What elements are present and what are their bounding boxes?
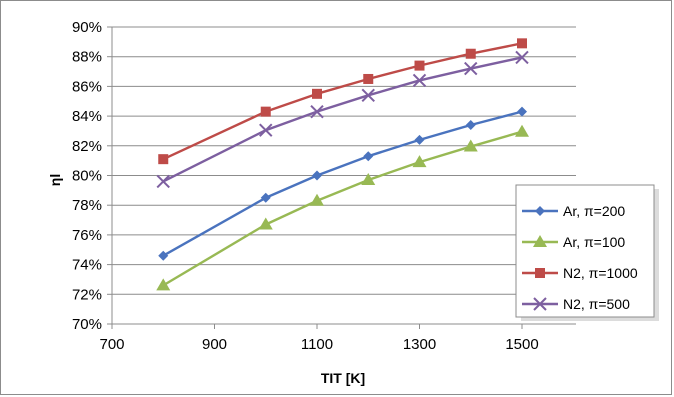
series-layer [156, 38, 529, 291]
data-point [517, 38, 527, 49]
series-4 [156, 50, 529, 189]
data-point [361, 88, 375, 103]
legend-item-1: Ar, π=200 [522, 203, 625, 219]
x-axis-title: TIT [K] [321, 370, 365, 386]
series-1 [158, 106, 527, 261]
y-tick-label: 74% [72, 257, 102, 274]
y-tick-label: 80% [72, 168, 102, 185]
legend-marker [535, 206, 545, 216]
legend-marker [535, 268, 545, 278]
data-point [465, 120, 476, 131]
y-tick-label: 82% [72, 138, 102, 155]
data-point [517, 106, 527, 117]
legend-item-3: N2, π=1000 [522, 265, 638, 281]
y-tick-label: 88% [72, 49, 102, 66]
x-marker-stroke [361, 88, 375, 103]
data-point [310, 193, 324, 206]
x-marker-stroke [533, 297, 547, 311]
data-point [414, 134, 425, 145]
data-point [259, 123, 273, 137]
legend-item-4: N2, π=500 [522, 296, 630, 312]
data-point [463, 139, 478, 152]
x-marker-stroke [464, 61, 478, 76]
data-point [361, 172, 376, 185]
legend-label: N2, π=500 [563, 296, 630, 312]
data-point [515, 124, 529, 137]
data-point [156, 278, 171, 291]
data-point [258, 217, 273, 230]
x-marker-stroke [515, 50, 529, 65]
data-point [260, 192, 271, 203]
legend: Ar, π=200 Ar, π=100 N2, π=1000 N2, π=500 [515, 184, 659, 321]
data-point [158, 250, 169, 261]
y-tick-label: 90% [72, 19, 102, 36]
y-tick-label: 70% [72, 316, 102, 333]
data-point [260, 106, 271, 117]
x-marker-stroke [412, 73, 427, 88]
series-3 [158, 38, 527, 165]
axes: 70% 72% 74% 76% 78% 80% 82% 84% 86% 88% 90% 700 900 1… [72, 19, 576, 353]
y-tick-label: 86% [72, 78, 102, 95]
y-tick-label: 72% [72, 286, 102, 303]
y-tick-label: 78% [72, 197, 102, 214]
data-point [312, 88, 322, 99]
x-tick-label: 1300 [403, 336, 436, 353]
data-point [412, 73, 427, 88]
data-point [515, 50, 529, 65]
data-point [158, 154, 169, 165]
legend-label: Ar, π=200 [563, 203, 625, 219]
y-axis-title: ηl [47, 174, 63, 186]
data-point [414, 60, 425, 71]
series-2 [156, 124, 529, 291]
data-point [412, 155, 427, 168]
legend-marker [533, 297, 547, 311]
data-point [312, 170, 322, 181]
legend-label: N2, π=1000 [563, 265, 638, 281]
x-tick-label: 900 [202, 336, 227, 353]
y-tick-label: 84% [72, 108, 102, 125]
grid-lines [112, 26, 576, 295]
x-marker-stroke [156, 174, 170, 189]
data-point [310, 104, 324, 119]
x-tick-label: 1500 [505, 336, 538, 353]
y-tick-label: 76% [72, 227, 102, 244]
data-point [363, 151, 374, 162]
data-point [363, 73, 374, 84]
series-line [162, 42, 523, 161]
legend-marker [533, 235, 547, 247]
data-point [464, 61, 478, 76]
legend-item-2: Ar, π=100 [522, 234, 625, 250]
series-line [162, 56, 523, 183]
legend-label: Ar, π=100 [563, 234, 625, 250]
x-marker-stroke [310, 104, 324, 119]
data-point [156, 174, 170, 189]
x-tick-label: 1100 [301, 336, 333, 353]
data-point [465, 48, 476, 59]
x-marker-stroke [259, 123, 273, 137]
x-tick-label: 700 [99, 336, 124, 353]
